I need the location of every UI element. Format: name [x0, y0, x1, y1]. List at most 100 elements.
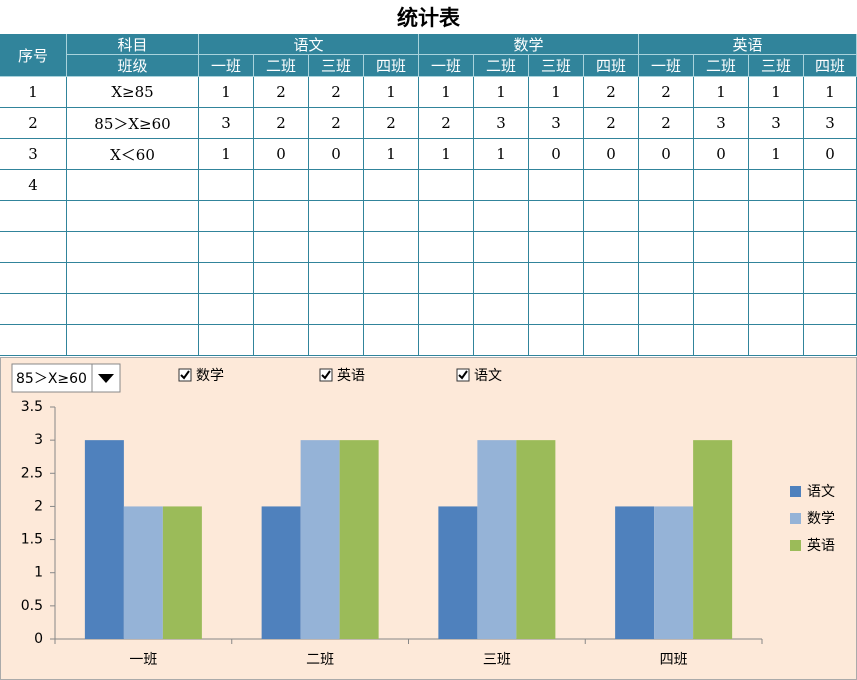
header-cell: 一班: [419, 55, 474, 77]
count-cell: [364, 263, 419, 294]
checkbox-label: 语文: [474, 368, 502, 384]
count-cell: [694, 294, 749, 325]
bar: [84, 440, 124, 639]
count-cell: 0: [309, 139, 364, 170]
count-cell: [199, 170, 254, 201]
count-cell: [364, 232, 419, 263]
bar: [477, 440, 517, 639]
count-cell: [804, 232, 857, 263]
checkmark: [180, 370, 190, 380]
count-cell: [199, 325, 254, 356]
dropdown-arrow[interactable]: [98, 374, 114, 383]
count-cell: [804, 294, 857, 325]
bar: [123, 506, 163, 639]
row-number: [0, 201, 67, 232]
header-cell: 科目: [67, 34, 199, 55]
count-cell: [254, 325, 309, 356]
count-cell: [254, 232, 309, 263]
range-cell: X≥85: [67, 77, 199, 108]
count-cell: [804, 263, 857, 294]
row-number: [0, 263, 67, 294]
count-cell: [584, 325, 639, 356]
bar: [654, 506, 694, 639]
count-cell: 2: [309, 77, 364, 108]
count-cell: 2: [364, 108, 419, 139]
count-cell: [584, 294, 639, 325]
count-cell: 1: [749, 139, 804, 170]
count-cell: [309, 263, 364, 294]
count-cell: [639, 294, 694, 325]
count-cell: 0: [639, 139, 694, 170]
y-tick-label: 0: [34, 631, 43, 647]
count-cell: [694, 263, 749, 294]
header-cell: 四班: [804, 55, 857, 77]
x-tick-label: 二班: [306, 652, 334, 668]
count-cell: [694, 232, 749, 263]
checkbox-label: 英语: [337, 367, 365, 384]
count-cell: [309, 201, 364, 232]
range-cell: [67, 201, 199, 232]
header-cell: 序号: [0, 34, 67, 77]
count-cell: [254, 201, 309, 232]
count-cell: [474, 232, 529, 263]
count-cell: [749, 232, 804, 263]
count-cell: [254, 263, 309, 294]
table-title: 统计表: [397, 6, 460, 30]
y-tick-label: 1.5: [21, 532, 43, 548]
count-cell: 2: [639, 77, 694, 108]
bar: [438, 506, 478, 639]
count-cell: 3: [749, 108, 804, 139]
count-cell: [749, 170, 804, 201]
count-cell: [419, 325, 474, 356]
count-cell: [364, 294, 419, 325]
bar: [339, 440, 379, 639]
count-cell: [529, 263, 584, 294]
count-cell: 2: [584, 77, 639, 108]
row-number: [0, 232, 67, 263]
count-cell: [694, 170, 749, 201]
count-cell: [199, 294, 254, 325]
range-cell: [67, 170, 199, 201]
count-cell: [364, 201, 419, 232]
count-cell: [529, 325, 584, 356]
row-number: 4: [0, 170, 67, 201]
header-cell: 数学: [419, 34, 639, 55]
count-cell: [529, 232, 584, 263]
count-cell: 2: [254, 108, 309, 139]
header-cell: 英语: [639, 34, 857, 55]
count-cell: 1: [749, 77, 804, 108]
count-cell: [749, 263, 804, 294]
header-cell: 三班: [529, 55, 584, 77]
count-cell: 0: [694, 139, 749, 170]
range-cell: [67, 263, 199, 294]
count-cell: [254, 170, 309, 201]
range-cell: [67, 232, 199, 263]
count-cell: 1: [474, 139, 529, 170]
count-cell: [694, 325, 749, 356]
count-cell: [804, 201, 857, 232]
count-cell: [474, 263, 529, 294]
header-cell: 四班: [364, 55, 419, 77]
count-cell: [474, 294, 529, 325]
row-number: 2: [0, 108, 67, 139]
count-cell: [749, 294, 804, 325]
count-cell: [254, 294, 309, 325]
y-tick-label: 3.5: [21, 399, 43, 415]
count-cell: [474, 201, 529, 232]
count-cell: 1: [199, 139, 254, 170]
y-tick-label: 2.5: [21, 465, 43, 481]
count-cell: [584, 263, 639, 294]
x-tick-label: 一班: [129, 652, 157, 668]
header-cell: 语文: [199, 34, 419, 55]
header-cell: 二班: [474, 55, 529, 77]
row-number: 1: [0, 77, 67, 108]
checkbox-label: 数学: [196, 368, 224, 384]
count-cell: [419, 263, 474, 294]
y-tick-label: 1: [34, 565, 43, 581]
count-cell: 3: [804, 108, 857, 139]
count-cell: 0: [584, 139, 639, 170]
count-cell: 0: [529, 139, 584, 170]
legend-label: 数学: [807, 511, 835, 527]
count-cell: 2: [254, 77, 309, 108]
